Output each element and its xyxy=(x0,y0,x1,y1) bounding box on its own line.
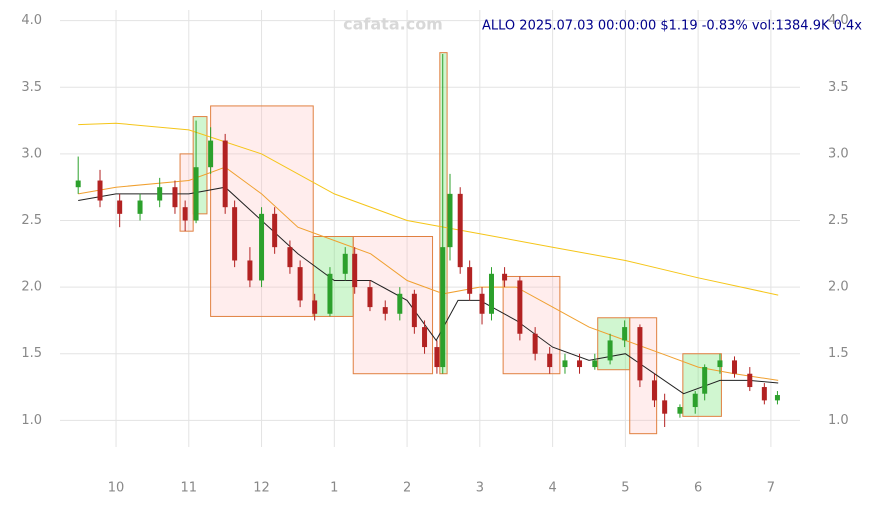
candle-body xyxy=(272,213,278,248)
candle-body xyxy=(747,373,753,388)
candle-body xyxy=(247,260,253,281)
candle-body xyxy=(692,393,698,408)
zone-box xyxy=(502,275,561,375)
candle-body xyxy=(717,360,723,368)
candle-body xyxy=(193,167,199,221)
chart-title: ALLO 2025.07.03 00:00:00 $1.19 -0.83% vo… xyxy=(482,19,862,34)
candle-body xyxy=(651,380,657,401)
x-tick-label: 1 xyxy=(330,481,338,496)
x-tick-label: 10 xyxy=(108,481,125,496)
candle-body xyxy=(312,300,318,314)
candle-body xyxy=(208,140,214,168)
zone-box xyxy=(439,52,448,375)
x-tick-label: 5 xyxy=(621,481,629,496)
candle-body xyxy=(75,180,81,188)
y-tick-label: 1.0 xyxy=(21,413,42,428)
candle-body xyxy=(382,307,388,314)
y-tick-label-right: 2.0 xyxy=(828,280,849,295)
y-tick-label: 3.0 xyxy=(21,146,42,161)
candle-body xyxy=(411,293,417,328)
candle-body xyxy=(774,395,780,401)
candle-body xyxy=(488,273,494,314)
candle-body xyxy=(622,327,628,341)
candle-body xyxy=(117,200,123,214)
y-tick-label: 2.5 xyxy=(21,213,42,228)
candle-body xyxy=(467,267,473,294)
candle-body xyxy=(352,253,358,288)
x-tick-label: 6 xyxy=(694,481,702,496)
candle-body xyxy=(342,253,348,274)
candles xyxy=(75,53,780,428)
candle-body xyxy=(479,293,485,314)
candle-body xyxy=(702,367,708,394)
candle-body xyxy=(577,360,583,368)
x-tick-label: 3 xyxy=(476,481,484,496)
y-tick-label-right: 1.5 xyxy=(828,346,849,361)
x-tick-label: 11 xyxy=(181,481,198,496)
y-tick-label: 3.5 xyxy=(21,80,42,95)
x-tick-label: 2 xyxy=(403,481,411,496)
y-tick-label: 2.0 xyxy=(21,280,42,295)
candle-body xyxy=(259,213,265,281)
x-tick-label: 7 xyxy=(767,481,775,496)
candle-body xyxy=(157,187,163,201)
candle-body xyxy=(592,360,598,368)
candle-body xyxy=(761,387,767,401)
candle-body xyxy=(607,340,613,361)
candle-body xyxy=(367,287,373,308)
moving-average xyxy=(78,186,779,395)
labels: 1.0 1.0 1.5 1.5 2.0 2.0 2.5 2.5 3.0 3.0 3.5 3.5 4.0 4… xyxy=(21,13,848,495)
y-tick-label-right: 3.0 xyxy=(828,146,849,161)
candle-body xyxy=(287,247,293,268)
candle-body xyxy=(532,333,538,354)
candle-body xyxy=(447,193,453,248)
candle-body xyxy=(97,180,103,201)
candle-body xyxy=(222,140,228,208)
candle-body xyxy=(440,247,446,368)
candle-body xyxy=(327,273,333,314)
y-tick-label-right: 1.0 xyxy=(828,413,849,428)
x-tick-label: 4 xyxy=(548,481,556,496)
candle-body xyxy=(677,407,683,414)
candle-body xyxy=(662,400,668,414)
x-tick-label: 12 xyxy=(253,481,270,496)
candle-body xyxy=(732,360,738,374)
candle-body xyxy=(457,193,463,268)
moving-average xyxy=(78,122,779,296)
candle-body xyxy=(182,207,188,221)
candle-body xyxy=(637,327,643,381)
candle-body xyxy=(397,293,403,314)
candle-body xyxy=(562,360,568,368)
candle-body xyxy=(434,347,440,368)
watermark: cafata.com xyxy=(343,15,443,34)
candle-body xyxy=(422,327,428,348)
candle-body xyxy=(517,280,523,334)
y-tick-label-right: 2.5 xyxy=(828,213,849,228)
zone-box xyxy=(352,235,434,375)
candle-body xyxy=(547,353,553,368)
candle-body xyxy=(502,273,508,281)
candle-body xyxy=(137,200,143,214)
y-tick-label: 4.0 xyxy=(21,13,42,28)
candle-body xyxy=(172,187,178,208)
zone-box xyxy=(629,317,658,435)
candle-body xyxy=(297,267,303,301)
y-tick-label: 1.5 xyxy=(21,346,42,361)
y-tick-label-right: 4.0 xyxy=(828,13,849,28)
candle-body xyxy=(232,207,238,261)
y-tick-label-right: 3.5 xyxy=(828,80,849,95)
zone-box xyxy=(312,235,354,317)
